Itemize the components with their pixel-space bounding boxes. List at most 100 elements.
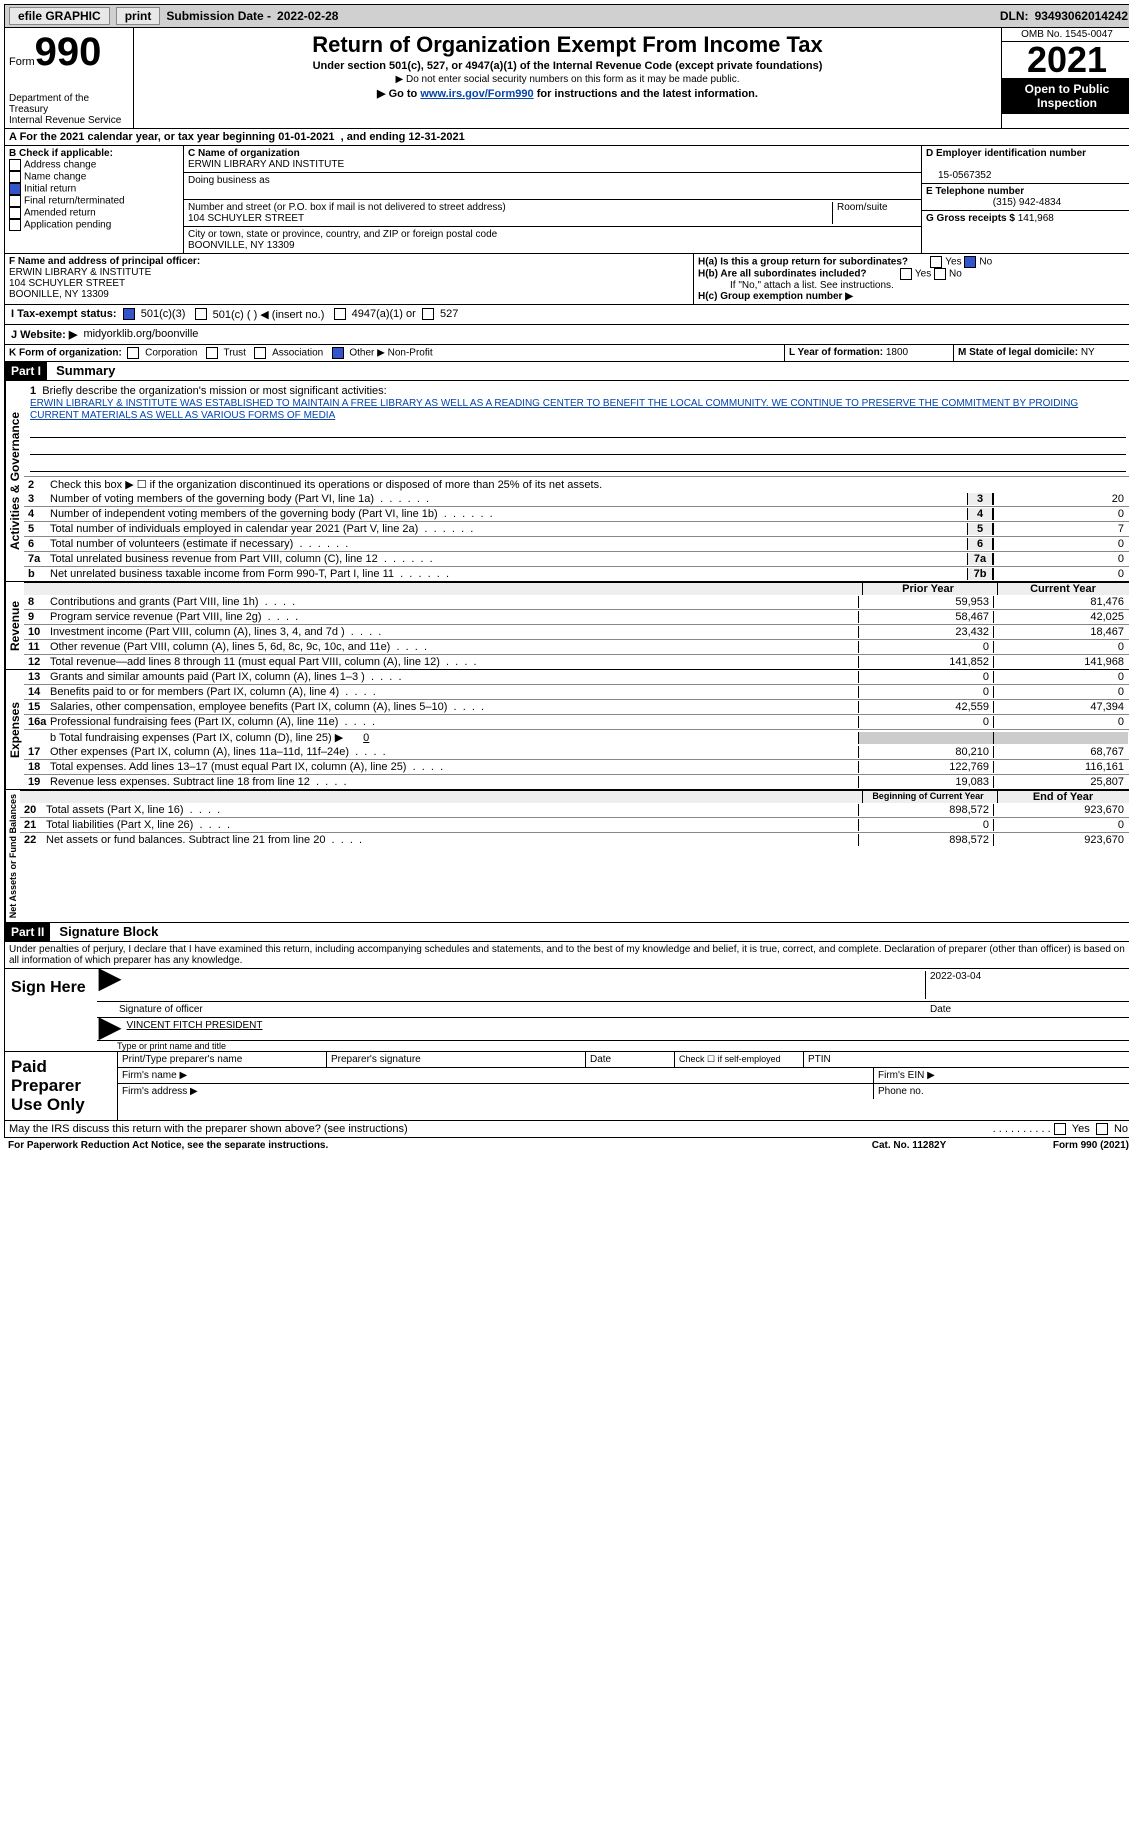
officer-name: ERWIN LIBRARY & INSTITUTE bbox=[9, 267, 151, 278]
gross-label: G Gross receipts $ bbox=[926, 213, 1015, 224]
check-final[interactable] bbox=[9, 195, 21, 207]
summary-line: 8 Contributions and grants (Part VIII, l… bbox=[24, 595, 1129, 609]
check-address[interactable] bbox=[9, 159, 21, 171]
check-assoc[interactable] bbox=[254, 347, 266, 359]
check-name[interactable] bbox=[9, 171, 21, 183]
sig-date-label: Date bbox=[930, 1004, 1129, 1015]
box-i-label: I Tax-exempt status: bbox=[11, 308, 117, 321]
part2-bar: Part II bbox=[5, 923, 50, 941]
ha-yes[interactable] bbox=[930, 256, 942, 268]
summary-line: 22 Net assets or fund balances. Subtract… bbox=[20, 832, 1129, 847]
summary-line: 21 Total liabilities (Part X, line 26) .… bbox=[20, 817, 1129, 832]
dept-treasury: Department of the Treasury bbox=[9, 93, 129, 115]
firm-phone-label: Phone no. bbox=[874, 1084, 1129, 1099]
pra-notice: For Paperwork Reduction Act Notice, see … bbox=[8, 1140, 829, 1151]
cat-no: Cat. No. 11282Y bbox=[829, 1140, 989, 1151]
officer-city: BOONILLE, NY 13309 bbox=[9, 289, 109, 300]
addr-label: Number and street (or P.O. box if mail i… bbox=[188, 202, 506, 213]
check-501c3[interactable] bbox=[123, 308, 135, 320]
summary-line: 11 Other revenue (Part VIII, column (A),… bbox=[24, 639, 1129, 654]
box-k-label: K Form of organization: bbox=[9, 348, 122, 359]
check-pending[interactable] bbox=[9, 219, 21, 231]
arrow-icon: ▶ bbox=[99, 971, 121, 999]
org-name: ERWIN LIBRARY AND INSTITUTE bbox=[188, 159, 344, 170]
part1-title: Summary bbox=[50, 363, 115, 378]
line-b-val: 0 bbox=[343, 732, 389, 744]
dln-label: DLN: bbox=[1000, 9, 1029, 23]
state-domicile: NY bbox=[1081, 347, 1095, 358]
form-footer: Form 990 (2021) bbox=[989, 1140, 1129, 1151]
submission-date: 2022-02-28 bbox=[277, 9, 338, 23]
check-527[interactable] bbox=[422, 308, 434, 320]
arrow-icon-2: ▶ bbox=[99, 1020, 121, 1038]
type-name-label: Type or print name and title bbox=[97, 1041, 1129, 1051]
phone-value: (315) 942-4834 bbox=[926, 197, 1128, 208]
form-number: 990 bbox=[35, 30, 102, 74]
col-current: Current Year bbox=[997, 583, 1129, 595]
ein-label: D Employer identification number bbox=[926, 148, 1086, 159]
efile-button[interactable]: efile GRAPHIC bbox=[9, 7, 110, 25]
website-value: midyorklib.org/boonville bbox=[83, 328, 198, 341]
sig-officer-label: Signature of officer bbox=[99, 1004, 930, 1015]
hb-yes[interactable] bbox=[900, 268, 912, 280]
form-word: Form bbox=[9, 56, 35, 68]
open-inspection: Open to Public Inspection bbox=[1002, 78, 1129, 114]
summary-line: 6 Total number of volunteers (estimate i… bbox=[24, 536, 1129, 551]
line-b-label: b Total fundraising expenses (Part IX, c… bbox=[50, 732, 343, 744]
hb-note: If "No," attach a list. See instructions… bbox=[698, 280, 1128, 291]
paid-preparer-label: Paid Preparer Use Only bbox=[5, 1052, 117, 1120]
discuss-yes[interactable] bbox=[1054, 1123, 1066, 1135]
street-address: 104 SCHUYLER STREET bbox=[188, 213, 304, 224]
check-corp[interactable] bbox=[127, 347, 139, 359]
summary-line: 4 Number of independent voting members o… bbox=[24, 506, 1129, 521]
declaration-text: Under penalties of perjury, I declare th… bbox=[4, 942, 1129, 969]
paid-preparer-block: Paid Preparer Use Only Print/Type prepar… bbox=[4, 1052, 1129, 1121]
identity-block: B Check if applicable: Address change Na… bbox=[4, 146, 1129, 254]
self-employed-label: Check ☐ if self-employed bbox=[675, 1052, 804, 1067]
summary-revenue: Revenue Prior YearCurrent Year 8 Contrib… bbox=[4, 582, 1129, 670]
summary-line: 20 Total assets (Part X, line 16) . . . … bbox=[20, 803, 1129, 817]
city-label: City or town, state or province, country… bbox=[188, 229, 497, 240]
check-other[interactable] bbox=[332, 347, 344, 359]
discuss-no[interactable] bbox=[1096, 1123, 1108, 1135]
summary-line: 7a Total unrelated business revenue from… bbox=[24, 551, 1129, 566]
gross-value: 141,968 bbox=[1018, 213, 1054, 224]
summary-line: 12 Total revenue—add lines 8 through 11 … bbox=[24, 654, 1129, 669]
part1-bar: Part I bbox=[5, 362, 47, 380]
vlabel-revenue: Revenue bbox=[5, 582, 24, 669]
firm-name-label: Firm's name ▶ bbox=[118, 1068, 874, 1083]
box-b-label: B Check if applicable: bbox=[9, 148, 179, 159]
check-trust[interactable] bbox=[206, 347, 218, 359]
box-l-label: L Year of formation: bbox=[789, 347, 883, 358]
summary-line: 10 Investment income (Part VIII, column … bbox=[24, 624, 1129, 639]
summary-line: 14 Benefits paid to or for members (Part… bbox=[24, 684, 1129, 699]
officer-group-row: F Name and address of principal officer:… bbox=[4, 254, 1129, 305]
check-501c[interactable] bbox=[195, 308, 207, 320]
summary-line: 15 Salaries, other compensation, employe… bbox=[24, 699, 1129, 714]
top-toolbar: efile GRAPHIC print Submission Date - 20… bbox=[4, 4, 1129, 28]
sig-date-val: 2022-03-04 bbox=[925, 971, 1129, 999]
summary-line: 3 Number of voting members of the govern… bbox=[24, 492, 1129, 506]
box-f-label: F Name and address of principal officer: bbox=[9, 256, 200, 267]
ha-no[interactable] bbox=[964, 256, 976, 268]
summary-line: 16a Professional fundraising fees (Part … bbox=[24, 714, 1129, 729]
col-boy: Beginning of Current Year bbox=[862, 791, 997, 803]
form-title: Return of Organization Exempt From Incom… bbox=[142, 32, 993, 58]
dln-value: 93493062014242 bbox=[1035, 9, 1128, 23]
ein-value: 15-0567352 bbox=[926, 170, 991, 181]
box-j-label: J Website: ▶ bbox=[11, 328, 77, 341]
summary-line: 5 Total number of individuals employed i… bbox=[24, 521, 1129, 536]
check-amended[interactable] bbox=[9, 207, 21, 219]
q2-label: Check this box ▶ ☐ if the organization d… bbox=[50, 478, 1128, 491]
print-button[interactable]: print bbox=[116, 7, 161, 25]
col-prior: Prior Year bbox=[862, 583, 997, 595]
summary-line: 9 Program service revenue (Part VIII, li… bbox=[24, 609, 1129, 624]
check-4947[interactable] bbox=[334, 308, 346, 320]
summary-expenses: Expenses 13 Grants and similar amounts p… bbox=[4, 670, 1129, 790]
irs-link[interactable]: www.irs.gov/Form990 bbox=[420, 88, 533, 100]
hb-no[interactable] bbox=[934, 268, 946, 280]
tax-year: 2021 bbox=[1002, 42, 1129, 78]
check-initial[interactable] bbox=[9, 183, 21, 195]
sign-here-label: Sign Here bbox=[5, 969, 97, 1051]
prep-name-label: Print/Type preparer's name bbox=[118, 1052, 327, 1067]
